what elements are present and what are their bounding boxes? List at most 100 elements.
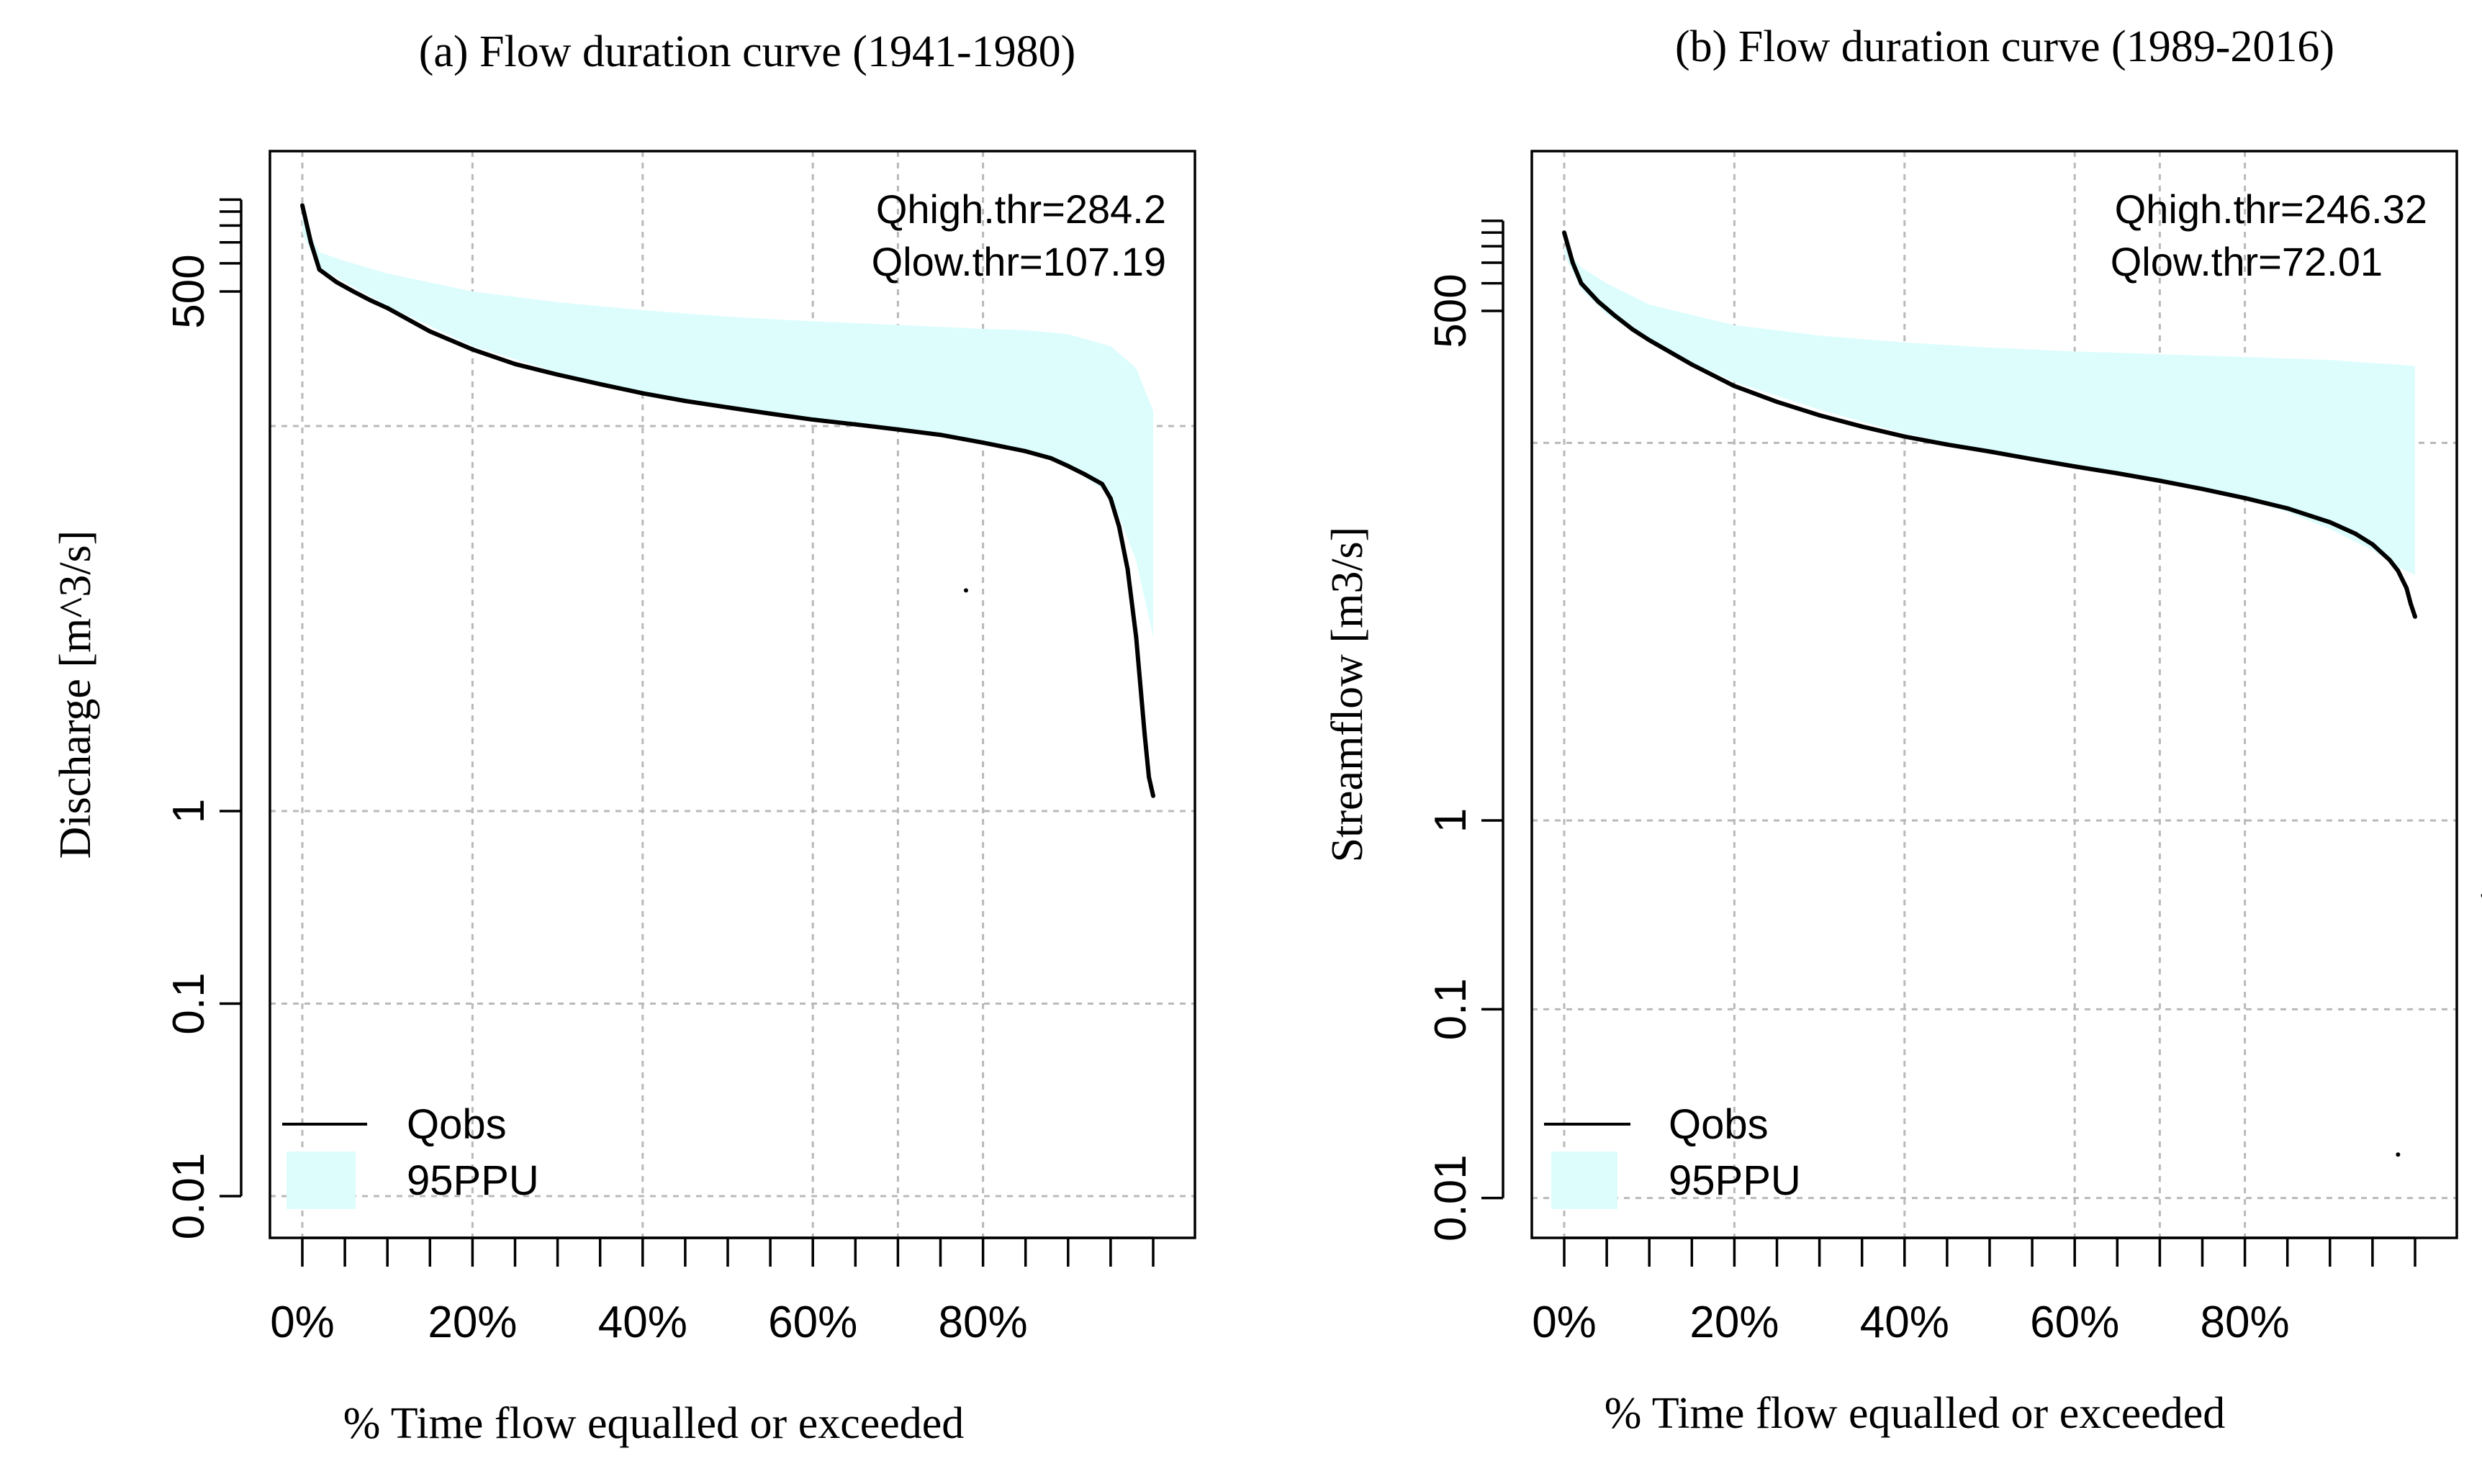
panel-a-legend-95ppu-swatch xyxy=(286,1152,356,1209)
qobs-point xyxy=(1049,456,1054,461)
panel-a-legend: Qobs 95PPU xyxy=(282,1101,539,1209)
x-tick-label: 20% xyxy=(1689,1298,1779,1347)
x-tick-label: 40% xyxy=(1860,1298,1949,1347)
qobs-point xyxy=(1596,299,1601,304)
qobs-point xyxy=(853,422,858,427)
qobs-point xyxy=(895,427,901,432)
qobs-point xyxy=(682,399,687,404)
qobs-point xyxy=(980,440,985,445)
qobs-point xyxy=(1817,413,1822,418)
qobs-point xyxy=(1987,449,1992,454)
qobs-point xyxy=(726,405,730,410)
panel-b-legend-qobs-label: Qobs xyxy=(1669,1101,1769,1148)
panel-b-qhigh-annotation: Qhigh.thr=246.32 xyxy=(2115,186,2427,232)
qobs-outlier-point xyxy=(2396,1152,2401,1157)
qobs-point xyxy=(2030,456,2035,461)
qobs-point xyxy=(317,267,322,272)
qobs-point xyxy=(1562,230,1566,235)
y-tick-label: 0.01 xyxy=(164,1153,214,1240)
panel-b-x-axis-label: % Time flow equalled or exceeded xyxy=(1605,1389,2226,1438)
qobs-point xyxy=(334,279,339,284)
qobs-outlier-point xyxy=(963,588,968,593)
panel-b-y-axis-label: Streamflow [m3/s] xyxy=(1323,527,1372,863)
qobs-line xyxy=(1562,232,2417,617)
95ppu-band-area xyxy=(302,218,1153,638)
qobs-point xyxy=(1065,463,1070,469)
panel-a-95ppu-band xyxy=(302,218,1153,638)
panel-b-legend-95ppu-label: 95PPU xyxy=(1669,1157,1801,1204)
qobs-point xyxy=(811,417,816,422)
qobs-point xyxy=(1859,424,1864,429)
y-tick-label: 1 xyxy=(164,799,214,823)
x-tick-label: 60% xyxy=(2030,1298,2119,1347)
panel-b-title: (b) Flow duration curve (1989-2016) xyxy=(1675,22,2334,71)
qobs-point xyxy=(308,240,313,245)
qobs-point xyxy=(2157,478,2162,483)
panel-a-y-axis: 0.01 0.1 1 500 xyxy=(164,198,243,1240)
y-tick-label: 1 xyxy=(1426,808,1476,833)
qobs-point xyxy=(2404,586,2409,591)
qobs-point xyxy=(385,306,390,311)
qobs-point xyxy=(513,361,518,366)
qobs-point xyxy=(1100,481,1105,487)
qobs-point xyxy=(2387,557,2392,562)
panel-a: (a) Flow duration curve (1941-1980) 0.01… xyxy=(51,27,1196,1448)
qobs-point xyxy=(2409,602,2414,607)
qobs-point xyxy=(1023,448,1028,453)
x-tick-label: 60% xyxy=(768,1298,857,1347)
qobs-point xyxy=(2115,471,2120,476)
qobs-point xyxy=(938,433,943,438)
qobs-point xyxy=(1570,261,1575,266)
95ppu-band-area xyxy=(1564,246,2415,575)
qobs-point xyxy=(1902,434,1907,439)
qobs-point xyxy=(768,411,773,416)
qobs-point xyxy=(1647,338,1652,343)
x-tick-label: 0% xyxy=(1532,1298,1597,1347)
qobs-point xyxy=(1134,635,1139,640)
qobs-point xyxy=(428,329,433,334)
panel-a-legend-qobs-label: Qobs xyxy=(407,1101,507,1148)
y-tick-label: 0.01 xyxy=(1426,1154,1476,1241)
x-tick-label: 40% xyxy=(598,1298,687,1347)
panel-a-x-axis-label: % Time flow equalled or exceeded xyxy=(343,1399,965,1448)
panel-b-qobs-line xyxy=(1562,230,2482,1157)
x-tick-label: 80% xyxy=(939,1298,1028,1347)
x-tick-label: 0% xyxy=(270,1298,335,1347)
x-tick-label: 80% xyxy=(2201,1298,2290,1347)
qobs-point xyxy=(1116,524,1122,529)
qobs-point xyxy=(351,289,356,294)
panel-a-qobs-line xyxy=(300,203,1155,798)
qobs-point xyxy=(1083,472,1088,477)
panel-b-qlow-annotation: Qlow.thr=72.01 xyxy=(2111,239,2383,284)
panel-a-qhigh-annotation: Qhigh.thr=284.2 xyxy=(876,186,1166,232)
y-tick-label: 500 xyxy=(164,254,214,328)
panel-a-gridlines xyxy=(270,151,1195,1238)
panel-a-x-axis: 0% 20% 40% 60% 80% xyxy=(270,1236,1155,1347)
y-tick-label: 0.1 xyxy=(164,972,214,1034)
panel-b-legend-95ppu-swatch xyxy=(1551,1152,1617,1209)
qobs-point xyxy=(1579,281,1584,286)
qobs-point xyxy=(1732,384,1737,389)
qobs-point xyxy=(300,203,304,208)
qobs-point xyxy=(640,391,645,396)
qobs-point xyxy=(1147,774,1152,779)
qobs-point xyxy=(2370,542,2375,547)
qobs-point xyxy=(2327,520,2332,525)
panel-a-title: (a) Flow duration curve (1941-1980) xyxy=(419,27,1076,76)
qobs-point xyxy=(1944,442,1949,447)
panel-a-qlow-annotation: Qlow.thr=107.19 xyxy=(872,239,1166,284)
qobs-point xyxy=(1151,793,1155,798)
panel-b-x-axis: 0% 20% 40% 60% 80% xyxy=(1532,1236,2416,1347)
y-tick-label: 500 xyxy=(1426,273,1476,348)
panel-a-legend-95ppu-label: 95PPU xyxy=(407,1157,539,1204)
y-tick-label: 0.1 xyxy=(1426,978,1476,1040)
panel-b: (b) Flow duration curve (1989-2016) 0.01… xyxy=(1323,22,2482,1438)
panel-b-legend: Qobs 95PPU xyxy=(1544,1101,1801,1209)
qobs-point xyxy=(2413,614,2417,619)
qobs-point xyxy=(1142,732,1147,737)
qobs-point xyxy=(1108,496,1113,501)
qobs-point xyxy=(1630,327,1635,332)
panel-a-y-axis-label: Discharge [m^3/s] xyxy=(51,530,100,859)
qobs-point xyxy=(1125,567,1130,572)
